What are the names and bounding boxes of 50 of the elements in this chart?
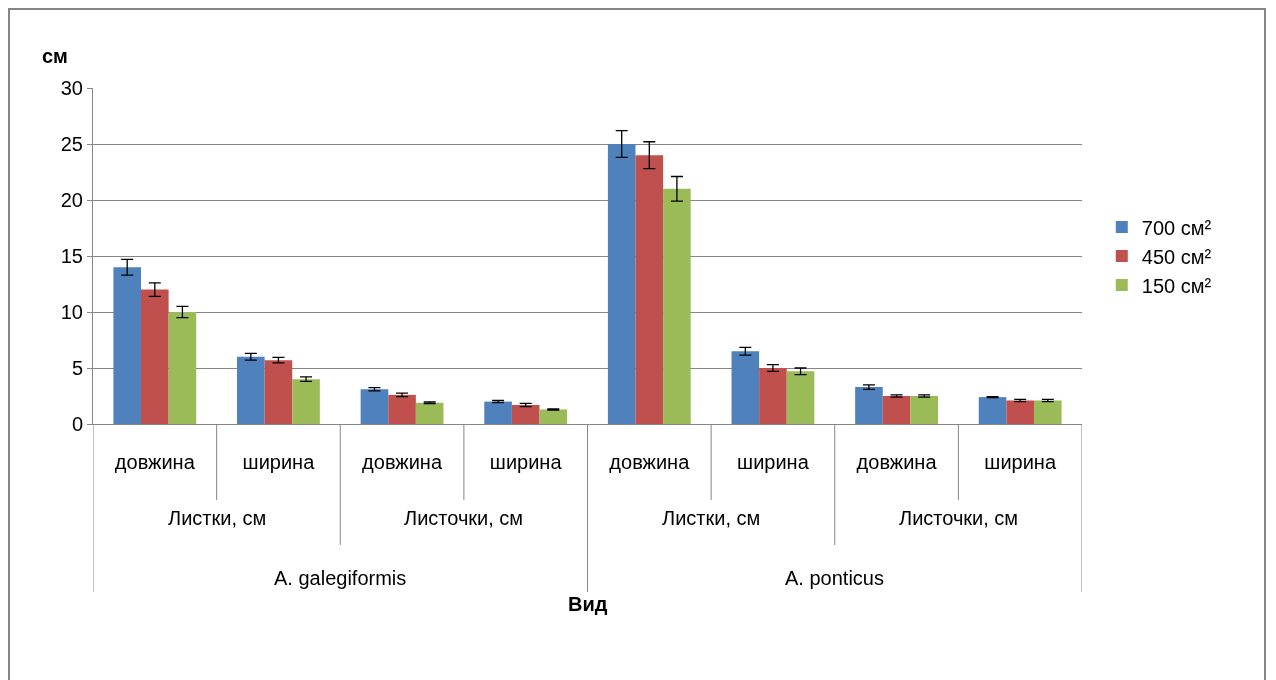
x-tick-label: ширина (737, 451, 810, 473)
bar (113, 267, 142, 424)
text: Вид (568, 593, 608, 615)
x-tick-label: довжина (114, 451, 196, 473)
bar (539, 409, 568, 424)
y-tick-label: 20 (60, 189, 83, 211)
bar (168, 312, 197, 424)
y-tick-label: 25 (60, 133, 83, 155)
y-tick-label: 5 (71, 357, 83, 379)
bar (141, 289, 169, 424)
bar (1006, 400, 1034, 424)
bar (731, 351, 760, 424)
y-axis-title: см (42, 45, 68, 67)
bar (663, 188, 691, 424)
x-tick-label: ширина (242, 451, 316, 473)
x-tick-label: довжина (362, 451, 443, 473)
text: A. galegiformis (274, 567, 407, 589)
bar (360, 389, 389, 424)
bar (882, 396, 911, 424)
bar (264, 360, 293, 424)
bar (292, 379, 320, 424)
text: Листочки, см (404, 507, 524, 529)
bar (511, 404, 540, 424)
y-tick-label: 10 (60, 301, 83, 323)
legend-label: 450 см² (1141, 245, 1212, 268)
bar (388, 394, 416, 424)
bar (978, 397, 1007, 424)
text: Листки, см (168, 507, 267, 529)
bar (855, 387, 883, 424)
bar (415, 402, 444, 424)
y-tick-label: 30 (60, 77, 83, 99)
x-tick-label: довжина (856, 451, 938, 473)
bar (484, 401, 512, 424)
x-tick-label: довжина (609, 451, 691, 473)
y-tick-label: 0 (71, 413, 83, 435)
bar (910, 396, 938, 424)
text: A. ponticus (785, 567, 884, 589)
bar (237, 356, 265, 424)
legend-label: 150 см² (1141, 274, 1212, 297)
text: Листки, см (662, 507, 761, 529)
x-tick-label: ширина (489, 451, 563, 473)
legend-label: 700 см² (1141, 216, 1212, 239)
bar (786, 371, 815, 424)
x-tick-label: ширина (984, 451, 1057, 473)
y-tick-label: 15 (60, 245, 83, 267)
bar (759, 368, 787, 424)
bar (635, 155, 664, 424)
bar (1033, 400, 1062, 424)
text: Листочки, см (899, 507, 1019, 529)
bar (607, 144, 636, 424)
